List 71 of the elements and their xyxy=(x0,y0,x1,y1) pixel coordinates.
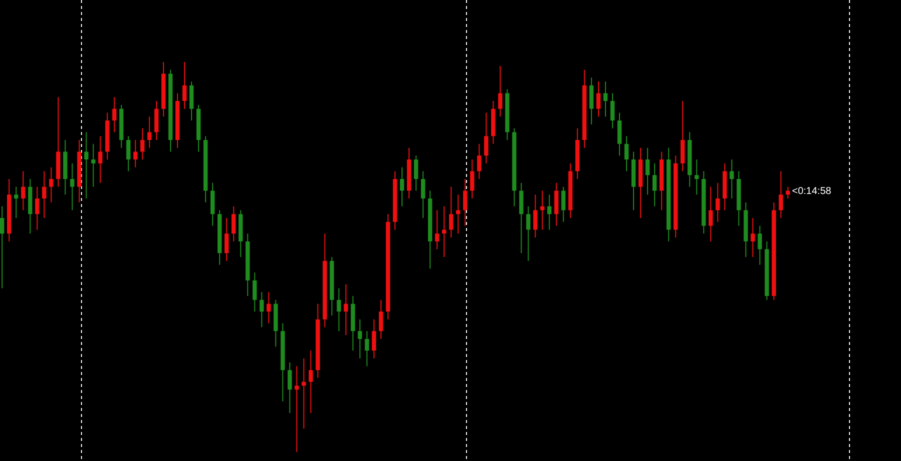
candlestick xyxy=(442,206,446,258)
candlestick xyxy=(378,299,384,340)
candlestick xyxy=(547,194,552,230)
candlestick xyxy=(98,136,102,184)
candlestick xyxy=(260,292,264,328)
candlestick xyxy=(730,159,734,199)
candlestick xyxy=(526,206,530,262)
candlestick xyxy=(449,186,454,238)
candlestick xyxy=(484,112,488,164)
candlestick xyxy=(533,194,538,238)
candlestick xyxy=(84,132,88,199)
text: <0:14:58 xyxy=(792,186,832,198)
candlestick xyxy=(182,62,187,110)
candlestick xyxy=(126,136,130,172)
candlestick xyxy=(252,272,257,312)
candlestick xyxy=(288,362,292,414)
candlestick xyxy=(266,292,271,324)
candlestick xyxy=(758,225,762,266)
candlestick xyxy=(14,186,18,218)
candlestick xyxy=(112,96,116,133)
candlestick xyxy=(336,288,341,332)
candlestick xyxy=(308,350,313,414)
candlestick xyxy=(42,170,46,218)
candlestick xyxy=(154,100,159,140)
candlestick xyxy=(434,210,440,250)
candlestick xyxy=(49,166,54,203)
candlestick xyxy=(786,186,790,199)
candlestick xyxy=(400,166,404,207)
candlestick xyxy=(680,100,685,172)
candlestick xyxy=(147,116,152,148)
candlestick xyxy=(210,182,215,226)
candlestick xyxy=(364,330,370,367)
candlestick xyxy=(540,190,544,230)
candlestick xyxy=(554,182,558,226)
candlestick xyxy=(778,170,783,218)
candlestick xyxy=(716,182,720,222)
candlestick xyxy=(189,81,194,121)
candlestick xyxy=(456,194,460,234)
candlestick xyxy=(750,218,755,258)
candlestick xyxy=(645,147,650,196)
candlestick xyxy=(477,143,482,180)
candlestick xyxy=(652,162,657,207)
candlestick xyxy=(294,366,299,452)
candlestick xyxy=(133,140,138,168)
candlestick xyxy=(91,143,96,188)
candlestick xyxy=(140,128,145,160)
candlestick xyxy=(414,155,418,192)
candlestick xyxy=(0,206,4,289)
candlestick xyxy=(603,81,608,118)
candlestick xyxy=(610,92,615,129)
candlestick xyxy=(589,77,594,125)
candlestick xyxy=(463,178,468,226)
candlestick xyxy=(694,159,699,196)
candlestick xyxy=(561,186,566,222)
candlestick xyxy=(70,162,74,211)
candlestick xyxy=(498,65,502,118)
candlestick xyxy=(624,136,629,172)
candlestick xyxy=(344,284,348,336)
candlestick xyxy=(420,170,426,218)
candlestick xyxy=(302,358,306,430)
candlestick xyxy=(232,206,236,242)
candlestick xyxy=(617,112,622,156)
candlestick xyxy=(470,159,474,199)
candlestick xyxy=(35,186,40,230)
candlestick xyxy=(358,318,362,359)
candlestick xyxy=(224,218,229,262)
candlestick xyxy=(596,81,601,118)
candlestick xyxy=(372,318,376,359)
candlestick xyxy=(708,186,713,242)
candlestick xyxy=(519,182,524,254)
candlestick xyxy=(21,170,26,211)
